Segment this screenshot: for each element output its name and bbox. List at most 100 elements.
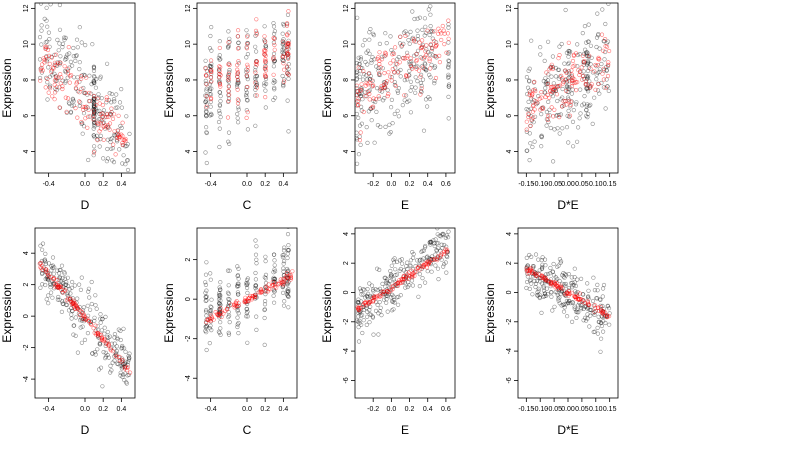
- observed-point: [244, 97, 250, 103]
- observed-point: [396, 302, 401, 307]
- fitted-point: [581, 73, 586, 78]
- observed-point: [97, 341, 102, 346]
- observed-point: [285, 293, 290, 298]
- fitted-point: [59, 287, 64, 293]
- fitted-point: [358, 88, 364, 93]
- fitted-point: [417, 267, 423, 272]
- observed-point: [387, 122, 392, 127]
- observed-point: [548, 290, 554, 295]
- observed-point: [355, 300, 361, 305]
- observed-point: [423, 97, 429, 102]
- observed-point: [567, 85, 572, 90]
- observed-point: [532, 114, 538, 119]
- observed-point: [57, 275, 62, 280]
- observed-point: [539, 144, 544, 149]
- observed-point: [375, 122, 381, 128]
- observed-point: [446, 75, 451, 80]
- observed-point: [263, 44, 268, 49]
- fitted-point: [596, 81, 601, 87]
- fitted-point: [116, 113, 121, 118]
- fitted-point: [526, 114, 531, 120]
- observed-point: [245, 281, 250, 286]
- fitted-point: [440, 23, 445, 29]
- observed-point: [52, 265, 57, 270]
- observed-point: [57, 3, 62, 8]
- observed-point: [524, 74, 530, 80]
- fitted-point: [586, 302, 591, 307]
- observed-point: [597, 69, 602, 74]
- observed-point: [280, 253, 285, 258]
- y-tick-label: -6: [343, 377, 350, 383]
- observed-point: [55, 268, 60, 273]
- observed-point: [226, 79, 231, 84]
- fitted-point: [226, 98, 231, 104]
- observed-point: [271, 51, 277, 57]
- observed-point: [583, 50, 589, 56]
- fitted-point: [355, 83, 359, 88]
- observed-point: [367, 37, 372, 42]
- fitted-point: [235, 67, 240, 72]
- observed-point: [103, 343, 108, 349]
- fitted-point: [563, 68, 568, 73]
- observed-point: [111, 160, 117, 165]
- observed-point: [39, 271, 45, 277]
- observed-point: [579, 103, 585, 108]
- observed-point: [425, 104, 430, 109]
- observed-point: [101, 350, 106, 355]
- observed-point: [253, 68, 258, 73]
- fitted-point: [606, 62, 611, 68]
- observed-point: [380, 66, 385, 71]
- y-axis-title: Expression: [483, 58, 497, 117]
- observed-point: [539, 310, 544, 316]
- fitted-point: [377, 293, 382, 298]
- observed-point: [525, 274, 530, 279]
- observed-point: [585, 58, 591, 64]
- observed-point: [207, 88, 212, 93]
- observed-point: [272, 252, 277, 257]
- observed-point: [91, 103, 97, 108]
- fitted-point: [577, 72, 582, 78]
- fitted-point: [236, 303, 241, 309]
- observed-point: [235, 324, 240, 330]
- observed-point: [125, 373, 130, 378]
- observed-point: [377, 96, 382, 101]
- fitted-point: [564, 70, 569, 75]
- observed-point: [569, 91, 575, 96]
- observed-point: [427, 32, 432, 38]
- observed-point: [598, 336, 604, 341]
- observed-point: [356, 300, 362, 306]
- observed-point: [86, 289, 91, 294]
- fitted-point: [420, 38, 425, 43]
- observed-point: [378, 309, 383, 314]
- observed-point: [47, 83, 53, 88]
- fitted-point: [427, 56, 432, 62]
- observed-point: [91, 73, 97, 79]
- observed-point: [400, 261, 405, 266]
- observed-point: [410, 283, 416, 288]
- observed-point: [127, 355, 132, 361]
- observed-point: [209, 71, 214, 77]
- fitted-point: [280, 277, 286, 282]
- fitted-point: [374, 97, 379, 102]
- fitted-point: [288, 272, 293, 277]
- observed-point: [94, 133, 99, 138]
- observed-point: [375, 266, 380, 271]
- observed-point: [86, 157, 91, 163]
- observed-point: [112, 335, 117, 340]
- observed-point: [528, 106, 533, 111]
- observed-point: [68, 291, 73, 296]
- fitted-point: [99, 118, 104, 123]
- observed-point: [225, 78, 230, 83]
- fitted-point: [84, 75, 89, 80]
- observed-point: [43, 40, 48, 45]
- observed-point: [271, 293, 276, 298]
- fitted-point: [245, 84, 250, 90]
- observed-point: [109, 341, 114, 346]
- fitted-point: [48, 69, 54, 74]
- observed-point: [355, 15, 360, 20]
- observed-point: [48, 3, 53, 7]
- observed-point: [534, 101, 539, 107]
- observed-point: [382, 275, 387, 281]
- observed-point: [585, 281, 590, 286]
- observed-point: [579, 305, 584, 311]
